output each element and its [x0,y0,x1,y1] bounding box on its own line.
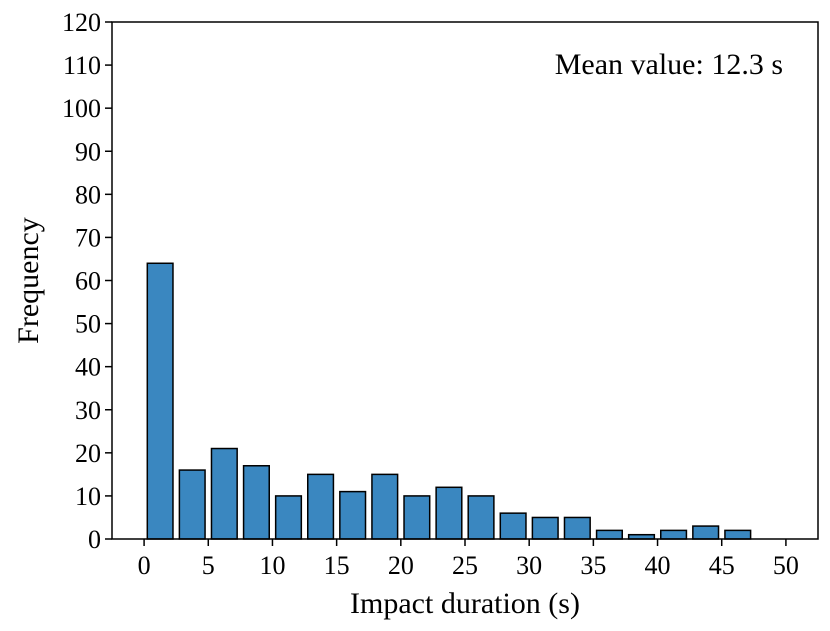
bar-12 [531,516,559,540]
y-tick-label-7: 70 [75,223,101,252]
y-tick-label-5: 50 [75,310,101,339]
bar-16 [660,529,688,540]
bar-5 [307,473,335,540]
bar-1 [178,469,206,540]
y-tick-label-9: 90 [75,137,101,166]
x-tick-label-1: 5 [202,551,215,580]
bar-7 [371,473,399,540]
y-tick-label-3: 30 [75,396,101,425]
x-tick-label-5: 25 [452,551,478,580]
bar-18 [724,529,752,540]
x-axis-ticks: 0 5 10 15 20 25 30 35 40 45 50 [138,539,799,580]
bar-8 [403,495,431,540]
bar-6 [339,490,367,540]
bar-11 [499,512,527,540]
y-tick-label-10: 100 [62,94,101,123]
x-tick-label-6: 30 [516,551,542,580]
bar-0 [146,262,174,540]
bar-13 [563,516,591,540]
y-tick-label-6: 60 [75,267,101,296]
bar-14 [595,529,623,540]
bar-4 [274,495,303,540]
bar-3 [242,465,270,540]
bar-9 [435,486,463,540]
y-tick-label-12: 120 [62,8,101,37]
y-tick-label-8: 80 [75,180,101,209]
bar-10 [467,495,495,540]
y-tick-label-1: 10 [75,482,101,511]
x-tick-label-9: 45 [709,551,735,580]
x-axis-label: Impact duration (s) [350,587,580,620]
x-tick-label-10: 50 [773,551,799,580]
x-tick-label-8: 40 [645,551,671,580]
y-tick-label-0: 0 [88,525,101,554]
x-tick-label-4: 20 [388,551,414,580]
y-tick-label-2: 20 [75,439,101,468]
bar-17 [692,525,720,540]
bar-2 [210,447,238,540]
y-axis-label: Frequency [12,217,45,344]
x-tick-label-3: 15 [324,551,350,580]
x-tick-label-7: 35 [580,551,606,580]
x-tick-label-2: 10 [259,551,285,580]
y-axis-ticks: 0 10 20 30 40 50 60 70 80 90 100 110 120 [62,8,112,554]
mean-value-annotation: Mean value: 12.3 s [555,48,783,81]
x-tick-label-0: 0 [138,551,151,580]
y-tick-label-4: 40 [75,353,101,382]
bars-group [146,262,752,540]
y-tick-label-11: 110 [63,51,101,80]
